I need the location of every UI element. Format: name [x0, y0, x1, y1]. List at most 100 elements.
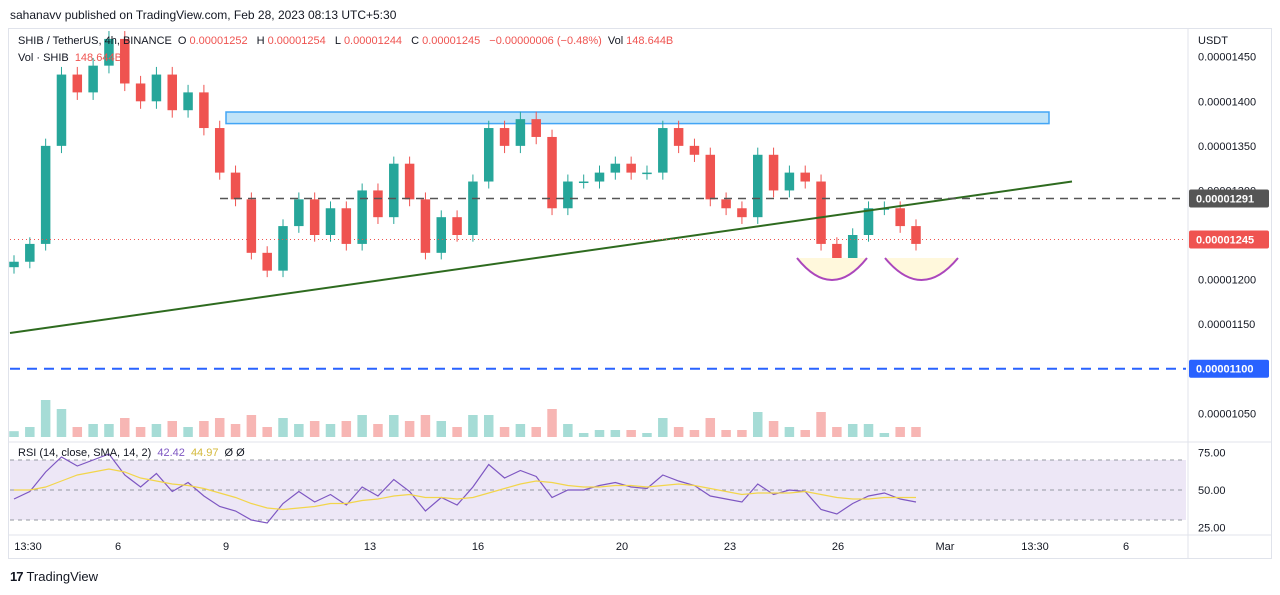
candle-body — [278, 226, 288, 271]
candle-body — [753, 154, 763, 218]
volume-bar — [879, 433, 890, 437]
volume-bar — [167, 421, 177, 437]
legend-change: −0.00000006 (−0.48%) — [489, 35, 602, 47]
rsi-legend-value: 42.42 — [157, 447, 185, 459]
legend-high: H 0.00001254 — [256, 35, 326, 47]
candle-body — [895, 208, 905, 227]
candle-body — [452, 217, 462, 235]
candle-body — [832, 243, 842, 262]
volume-bar — [563, 424, 573, 437]
candle-body — [88, 65, 98, 93]
time-axis-tick: 23 — [724, 541, 736, 553]
volume-bar — [816, 412, 826, 437]
symbol-title[interactable]: SHIB / TetherUS, 4h, BINANCE — [18, 35, 172, 47]
candle-body — [863, 208, 874, 235]
volume-bar — [120, 418, 130, 437]
price-axis-tick: 0.00001350 — [1198, 141, 1256, 153]
volume-bar — [230, 424, 241, 437]
volume-legend-label[interactable]: Vol · SHIB — [18, 52, 69, 64]
candle-body — [309, 199, 320, 235]
volume-bar — [404, 421, 415, 437]
candle-body — [689, 145, 700, 155]
resistance-zone — [225, 111, 1050, 125]
candle-body — [294, 199, 304, 227]
volume-bar — [9, 431, 19, 437]
candle-body — [246, 199, 257, 253]
legend-low: L 0.00001244 — [334, 35, 403, 47]
volume-bar — [389, 415, 399, 437]
volume-bar — [784, 427, 795, 437]
volume-bar — [800, 430, 810, 437]
volume-bar — [737, 430, 747, 437]
candle-body — [531, 119, 541, 137]
candle-body — [705, 154, 716, 200]
candle-body — [515, 119, 526, 146]
candle-body — [104, 38, 114, 66]
price-label-badge — [1189, 230, 1269, 249]
candle-body — [214, 128, 225, 173]
volume-bar — [642, 433, 652, 437]
volume-bar — [56, 409, 67, 437]
rsi-legend: RSI (14, close, SMA, 14, 2) 42.42 44.97 … — [18, 447, 248, 459]
volume-bar — [72, 427, 83, 437]
time-axis-tick: Mar — [936, 541, 955, 553]
candle-body — [72, 74, 83, 93]
time-axis-tick: 13:30 — [14, 541, 42, 553]
candle-body — [911, 226, 921, 244]
candle-body — [151, 74, 162, 102]
candle-body — [547, 136, 557, 209]
time-axis-tick: 16 — [472, 541, 484, 553]
price-label-text: 0.00001291 — [1196, 193, 1254, 205]
price-label-text: 0.00001245 — [1196, 234, 1254, 246]
rsi-sma-legend-value: 44.97 — [190, 447, 219, 459]
volume-bar — [420, 415, 431, 437]
volume-bar — [436, 421, 447, 437]
candle-body — [436, 217, 447, 253]
legend-volume: Vol 148.644B — [607, 35, 674, 47]
volume-bar — [373, 424, 383, 437]
candle-body — [135, 83, 146, 102]
candle-body — [167, 74, 177, 111]
candle-body — [768, 154, 779, 191]
rounded-bottom-arc — [884, 257, 959, 281]
tradingview-brand: TradingView — [26, 569, 99, 584]
volume-bar — [214, 418, 225, 437]
candle-body — [626, 163, 636, 173]
volume-bar — [183, 427, 193, 437]
ohlc-legend: SHIB / TetherUS, 4h, BINANCE O 0.00001252… — [18, 35, 679, 47]
price-axis-tick: 0.00001450 — [1198, 52, 1256, 64]
volume-bar — [262, 427, 272, 437]
candle-body — [357, 190, 367, 244]
candle-body — [56, 74, 67, 146]
volume-bar — [547, 409, 557, 437]
time-axis-tick: 6 — [115, 541, 121, 553]
candle-body — [230, 172, 241, 200]
tradingview-footer[interactable]: 17 TradingView — [10, 569, 98, 584]
price-label-badge — [1189, 359, 1269, 378]
candle-body — [816, 181, 826, 244]
volume-legend: Vol · SHIB 148.644B — [18, 52, 125, 64]
rsi-legend-label[interactable]: RSI (14, close, SMA, 14, 2) — [18, 447, 152, 459]
volume-bar — [705, 418, 716, 437]
volume-bar — [610, 430, 621, 437]
volume-bar — [88, 424, 98, 437]
time-axis-tick: 13 — [364, 541, 376, 553]
volume-bar — [104, 424, 114, 437]
candle-body — [594, 172, 605, 182]
candle-body — [578, 181, 589, 184]
rsi-axis-tick: 50.00 — [1198, 485, 1226, 497]
volume-bar — [499, 427, 510, 437]
volume-bar — [483, 415, 494, 437]
candle-body — [373, 190, 383, 218]
volume-bar — [594, 430, 605, 437]
volume-bar — [515, 424, 526, 437]
candle-body — [658, 128, 668, 173]
price-axis-tick: 0.00001150 — [1198, 319, 1255, 331]
time-axis-tick: 9 — [223, 541, 229, 553]
chart-frame — [8, 28, 1272, 559]
price-axis-tick: 0.00001400 — [1198, 96, 1256, 108]
volume-bar — [341, 421, 352, 437]
rounded-bottom-arc — [796, 257, 868, 281]
candle-body — [341, 208, 352, 244]
